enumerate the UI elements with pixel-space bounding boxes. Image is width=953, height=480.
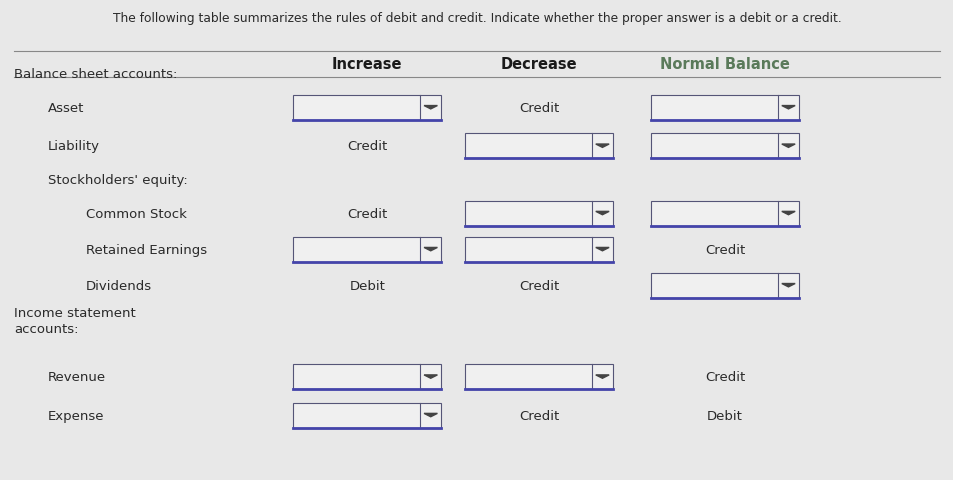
Polygon shape (423, 248, 436, 252)
Text: Expense: Expense (48, 408, 104, 422)
Polygon shape (595, 248, 608, 252)
Text: Revenue: Revenue (48, 370, 106, 384)
Text: Balance sheet accounts:: Balance sheet accounts: (14, 68, 177, 81)
Polygon shape (595, 375, 608, 378)
Polygon shape (423, 107, 436, 109)
FancyBboxPatch shape (650, 201, 798, 226)
Polygon shape (595, 145, 608, 148)
FancyBboxPatch shape (464, 134, 612, 159)
Text: Debit: Debit (706, 408, 742, 422)
Text: Income statement: Income statement (14, 306, 136, 320)
Text: Credit: Credit (347, 140, 387, 153)
FancyBboxPatch shape (464, 201, 612, 226)
Text: Credit: Credit (518, 408, 558, 422)
Polygon shape (781, 145, 794, 148)
Text: Decrease: Decrease (500, 57, 577, 72)
FancyBboxPatch shape (294, 237, 440, 262)
Text: Normal Balance: Normal Balance (659, 57, 789, 72)
Text: Credit: Credit (518, 279, 558, 292)
Polygon shape (781, 107, 794, 109)
FancyBboxPatch shape (294, 403, 440, 428)
Text: The following table summarizes the rules of debit and credit. Indicate whether t: The following table summarizes the rules… (112, 12, 841, 25)
FancyBboxPatch shape (650, 134, 798, 159)
Text: Stockholders' equity:: Stockholders' equity: (48, 173, 187, 187)
Text: Asset: Asset (48, 101, 84, 115)
Polygon shape (423, 413, 436, 417)
Polygon shape (423, 375, 436, 378)
FancyBboxPatch shape (464, 364, 612, 389)
Text: Credit: Credit (704, 243, 744, 256)
Text: Credit: Credit (347, 207, 387, 220)
Text: Dividends: Dividends (86, 279, 152, 292)
FancyBboxPatch shape (294, 96, 440, 120)
Text: Debit: Debit (349, 279, 385, 292)
Polygon shape (595, 212, 608, 215)
Polygon shape (781, 284, 794, 287)
Text: accounts:: accounts: (14, 322, 79, 336)
Text: Retained Earnings: Retained Earnings (86, 243, 207, 256)
FancyBboxPatch shape (294, 364, 440, 389)
Text: Credit: Credit (518, 101, 558, 115)
Text: Liability: Liability (48, 140, 100, 153)
Text: Increase: Increase (332, 57, 402, 72)
Text: Credit: Credit (704, 370, 744, 384)
Polygon shape (781, 212, 794, 215)
FancyBboxPatch shape (650, 273, 798, 298)
FancyBboxPatch shape (650, 96, 798, 120)
Text: Common Stock: Common Stock (86, 207, 187, 220)
FancyBboxPatch shape (464, 237, 612, 262)
